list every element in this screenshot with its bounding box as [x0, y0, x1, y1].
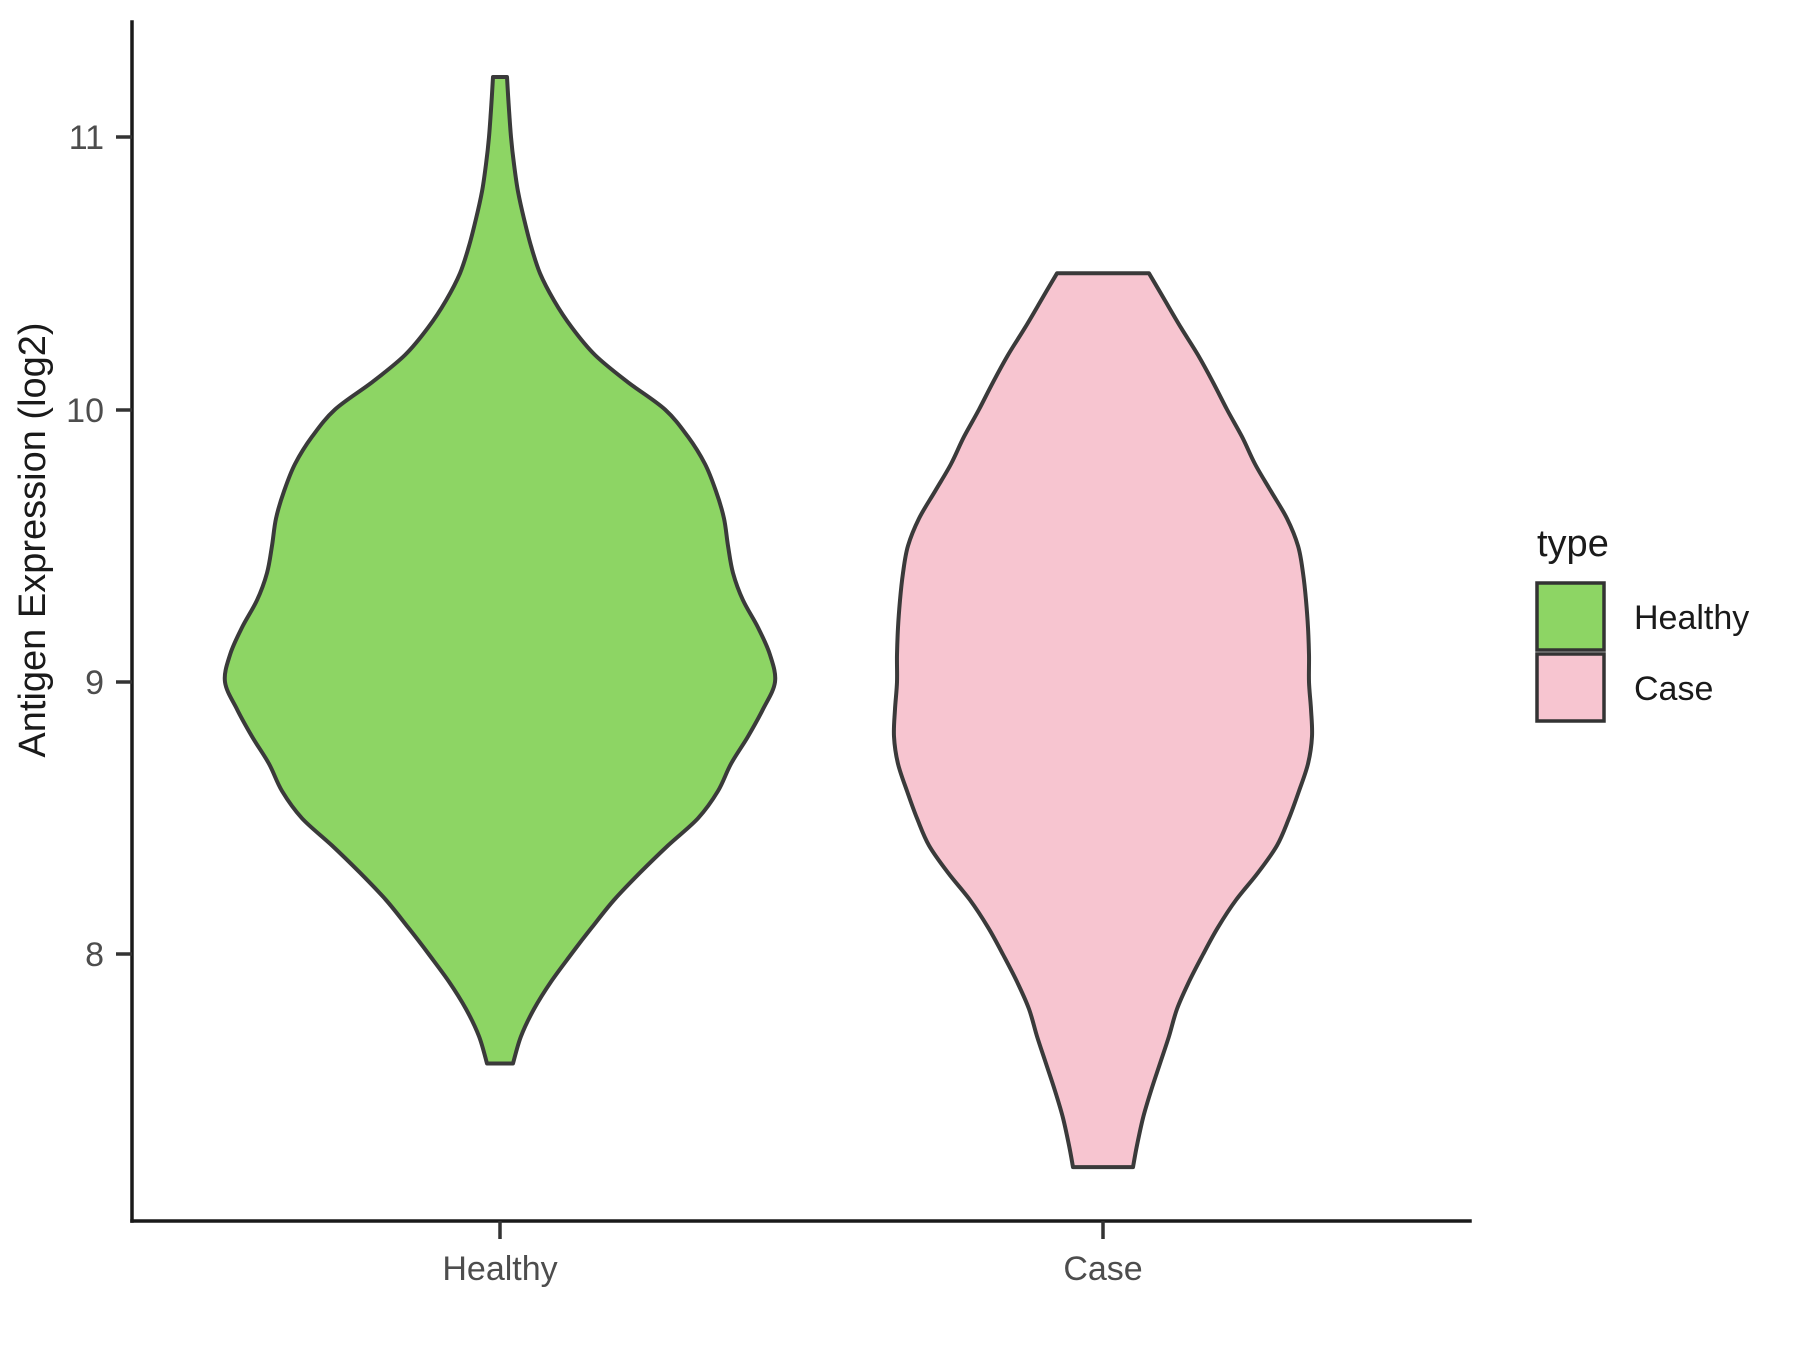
y-tick-label-10: 10: [66, 392, 104, 430]
legend-key-case: [1535, 652, 1606, 723]
y-tick-label-8: 8: [85, 936, 104, 974]
legend-key-healthy: [1535, 581, 1606, 652]
y-axis-title: Antigen Expression (log2): [12, 322, 54, 757]
legend: type Healthy Case: [1535, 523, 1749, 723]
legend-label-healthy: Healthy: [1634, 599, 1749, 637]
legend-title: type: [1537, 523, 1609, 565]
violin-case: [891, 271, 1315, 1170]
x-tick-label-healthy: Healthy: [442, 1250, 557, 1288]
y-tick-label-9: 9: [85, 664, 104, 702]
y-tick-label-11: 11: [69, 119, 104, 157]
x-tick-label-case: Case: [1063, 1250, 1142, 1288]
x-axis: Healthy Case: [130, 1219, 1472, 1288]
legend-label-case: Case: [1634, 670, 1713, 708]
violin-healthy: [222, 75, 778, 1066]
y-axis: 11 10 9 8 Antigen Expression (log2): [12, 20, 134, 1223]
violins: [222, 75, 1315, 1170]
